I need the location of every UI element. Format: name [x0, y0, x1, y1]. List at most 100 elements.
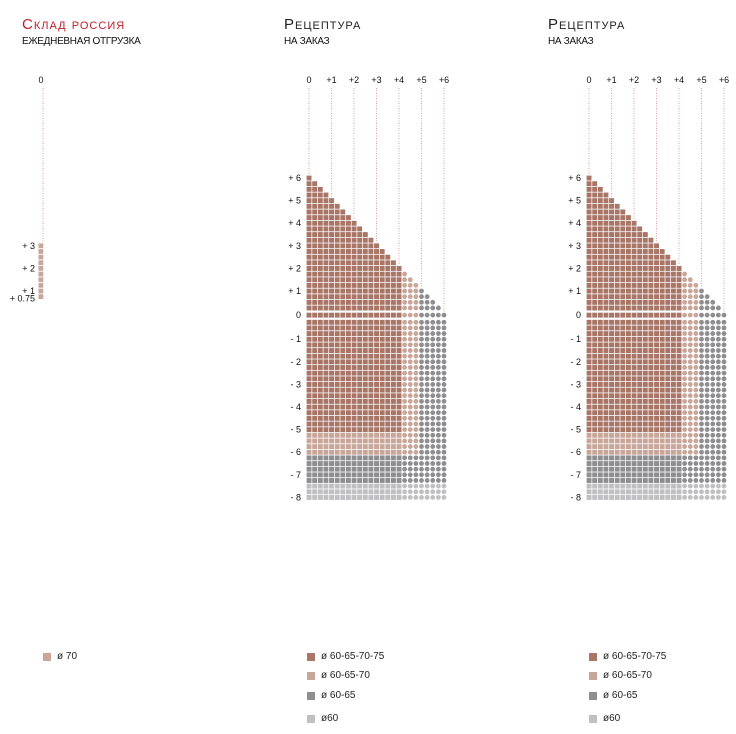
availability-cell: [362, 387, 368, 393]
availability-dot: [413, 478, 419, 483]
availability-cell: [317, 226, 323, 232]
panel-subtitle-prescription-2: НА ЗАКАЗ: [548, 36, 594, 47]
availability-dot: [441, 427, 447, 432]
availability-cell: [362, 495, 368, 500]
availability-cell: [385, 294, 391, 300]
availability-cell: [345, 421, 351, 427]
availability-cell: [323, 455, 329, 461]
availability-cell: [368, 398, 374, 404]
availability-cell: [390, 331, 396, 337]
availability-cell: [351, 277, 357, 283]
availability-dot: [693, 331, 699, 336]
availability-cell: [323, 232, 329, 237]
availability-cell: [637, 444, 643, 450]
availability-dot: [687, 370, 693, 376]
availability-cell: [312, 243, 318, 249]
availability-cell: [306, 415, 312, 421]
availability-cell: [351, 365, 357, 370]
availability-dot: [704, 472, 710, 478]
availability-cell: [357, 226, 363, 232]
availability-dot: [407, 444, 413, 449]
availability-cell: [379, 325, 385, 331]
availability-cell: [317, 421, 323, 427]
availability-cell: [648, 393, 654, 399]
availability-dot: [721, 353, 727, 359]
availability-dot: [704, 325, 710, 331]
availability-cell: [317, 243, 323, 249]
availability-cell: [603, 438, 609, 444]
availability-cell: [654, 260, 659, 266]
availability-cell: [390, 438, 396, 444]
availability-dot: [687, 427, 693, 432]
availability-dot: [413, 365, 419, 370]
availability-cell: [323, 237, 329, 243]
availability-cell: [390, 342, 396, 348]
availability-dot: [682, 483, 688, 489]
availability-cell: [374, 466, 379, 472]
availability-dot: [699, 427, 704, 432]
availability-cell: [340, 348, 346, 353]
availability-cell: [379, 393, 385, 399]
availability-cell: [670, 359, 676, 365]
availability-dot: [402, 294, 408, 300]
availability-dot: [715, 325, 721, 331]
availability-cell: [357, 478, 363, 483]
availability-dot: [715, 365, 721, 370]
availability-cell: [306, 342, 312, 348]
availability-cell: [609, 353, 614, 359]
availability-cell: [385, 461, 391, 466]
availability-cell: [631, 312, 637, 318]
availability-cell: [351, 382, 357, 387]
availability-cell: [329, 232, 334, 237]
availability-cell: [306, 271, 312, 277]
availability-dot: [710, 325, 716, 331]
availability-cell: [390, 294, 396, 300]
availability-cell: [603, 237, 609, 243]
availability-cell: [374, 282, 379, 288]
availability-cell: [357, 325, 363, 331]
availability-cell: [379, 266, 385, 271]
availability-cell: [625, 319, 631, 325]
availability-dot: [699, 393, 704, 399]
availability-dot: [699, 348, 704, 353]
availability-cell: [603, 421, 609, 427]
availability-cell: [631, 359, 637, 365]
availability-cell: [323, 489, 329, 495]
availability-cell: [609, 342, 614, 348]
availability-cell: [374, 404, 379, 410]
availability-cell: [368, 461, 374, 466]
availability-dot: [441, 387, 447, 393]
availability-cell: [340, 432, 346, 438]
availability-dot: [419, 288, 424, 294]
availability-cell: [665, 271, 671, 277]
availability-cell: [670, 404, 676, 410]
availability-cell: [620, 483, 626, 489]
availability-dot: [435, 466, 441, 472]
availability-dot: [704, 319, 710, 325]
availability-cell: [631, 404, 637, 410]
availability-cell: [306, 220, 312, 226]
availability-cell: [631, 438, 637, 444]
availability-cell: [351, 260, 357, 266]
row-label: + 5: [568, 196, 581, 206]
availability-cell: [357, 427, 363, 433]
availability-cell: [603, 254, 609, 260]
availability-dot: [419, 410, 424, 416]
availability-cell: [603, 461, 609, 466]
availability-cell: [625, 312, 631, 318]
availability-cell: [345, 404, 351, 410]
availability-dot: [693, 353, 699, 359]
availability-dot: [419, 382, 424, 387]
availability-dot: [407, 398, 413, 404]
availability-cell: [642, 404, 648, 410]
availability-cell: [654, 370, 659, 376]
availability-cell: [362, 325, 368, 331]
availability-dot: [413, 299, 419, 305]
availability-cell: [379, 299, 385, 305]
availability-cell: [642, 249, 648, 254]
availability-dot: [704, 382, 710, 387]
availability-cell: [340, 427, 346, 433]
availability-cell: [385, 472, 391, 478]
availability-cell: [659, 348, 665, 353]
availability-dot: [710, 404, 716, 410]
